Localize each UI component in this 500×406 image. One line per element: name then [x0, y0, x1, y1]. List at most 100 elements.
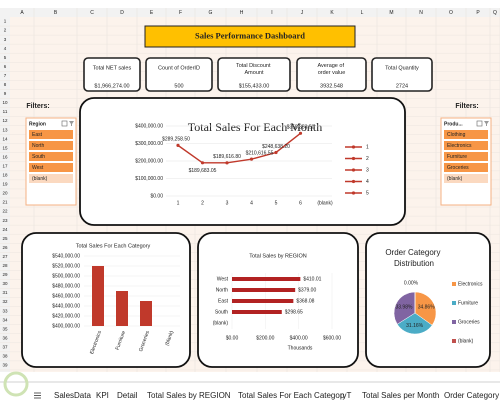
y-tick-label: $540,000.00	[52, 253, 80, 259]
legend-label: 2	[366, 156, 369, 162]
chart-title: Total Sales For Each Category	[76, 243, 151, 249]
row-header: 3	[4, 37, 7, 42]
sheet-tab[interactable]: Total Sales by REGION	[147, 391, 231, 400]
x-tick-label: 5	[275, 200, 278, 206]
x-tick-label: 3	[226, 200, 229, 206]
pie-slice	[393, 291, 416, 325]
slicer-item[interactable]	[444, 174, 488, 183]
data-label: 33.98%	[395, 304, 413, 310]
slicer-clear-icon[interactable]	[69, 121, 74, 126]
legend-label: (blank)	[458, 338, 474, 344]
logo	[3, 371, 29, 397]
slicer-item[interactable]	[444, 163, 488, 172]
column-header: I	[271, 10, 272, 16]
y-tick-label: East	[218, 298, 229, 304]
y-tick-label: $440,000.00	[52, 303, 80, 309]
sheet-tab[interactable]: Detail	[117, 391, 138, 400]
sheet-tab[interactable]: Total Sales per Month	[362, 391, 439, 400]
data-point	[274, 150, 278, 155]
column-header: D	[120, 10, 124, 16]
x-tick-label: (blank)	[317, 200, 333, 206]
slicer-item-label: Groceries	[447, 165, 469, 171]
data-point	[200, 161, 205, 165]
data-point	[176, 143, 180, 147]
sheet-tab[interactable]: Total Sales For Each Category	[238, 391, 347, 400]
chart-panel	[79, 97, 406, 226]
slicer-item-label: Furniture	[447, 154, 467, 160]
data-label: $289,258.50	[162, 137, 190, 143]
row-header: 14	[2, 136, 8, 141]
slicer-item-label: West	[32, 165, 44, 171]
column-header: L	[361, 10, 364, 16]
row-header: 34	[2, 317, 8, 322]
row-header: 13	[2, 127, 8, 132]
data-point	[298, 131, 303, 135]
kpi-card	[296, 57, 367, 92]
slicer-multiselect-icon[interactable]	[476, 120, 483, 127]
y-tick-label: South	[215, 309, 228, 315]
sheet-tab[interactable]: Order Category	[444, 391, 499, 400]
data-label: $189,683.05	[189, 168, 217, 174]
slicer-item[interactable]	[29, 141, 73, 150]
data-label: $379.00	[298, 287, 316, 293]
sheet-tab[interactable]: KPI	[96, 391, 109, 400]
x-tick-label: $200.00	[256, 335, 274, 341]
bar	[140, 301, 152, 326]
row-header: 8	[4, 82, 7, 87]
row-header: 35	[2, 326, 8, 331]
y-tick-label: $400,000.00	[135, 123, 163, 129]
y-tick-label: $300,000.00	[135, 141, 163, 147]
legend-label: Electronics	[458, 281, 483, 287]
column-header: C	[90, 10, 94, 16]
row-header: 21	[2, 200, 8, 205]
slicer-item[interactable]	[29, 152, 73, 161]
slicer-item[interactable]	[444, 141, 488, 150]
slicer-item[interactable]	[29, 174, 73, 183]
slicer-multiselect-icon[interactable]	[61, 120, 68, 127]
slicer-item[interactable]	[29, 163, 73, 172]
row-header: 37	[2, 344, 8, 349]
bar	[92, 266, 104, 326]
x-tick-label: 6	[299, 200, 302, 206]
slicer-clear-icon[interactable]	[484, 121, 489, 126]
row-header-bar	[0, 17, 10, 372]
row-header: 6	[4, 64, 7, 69]
kpi-card	[217, 57, 291, 92]
legend-label: Furniture	[458, 300, 478, 306]
row-header: 27	[2, 254, 8, 259]
x-tick-label: $400.00	[290, 335, 308, 341]
sheet-tab[interactable]: SalesData	[54, 391, 91, 400]
column-header: G	[209, 10, 213, 16]
kpi-label: Total NET sales	[93, 65, 132, 71]
slicer-item[interactable]	[444, 130, 488, 139]
chart-title: Total Sales by REGION	[249, 253, 306, 259]
row-header: 10	[2, 100, 8, 105]
legend-label: 4	[366, 179, 369, 185]
row-header: 18	[2, 173, 8, 178]
kpi-value: $155,433.00	[239, 83, 270, 89]
y-tick-label: $400,000.00	[52, 323, 80, 329]
line-series	[177, 132, 301, 164]
x-axis-label: Thousands	[288, 345, 313, 351]
data-label: 31.16%	[406, 323, 424, 329]
legend-swatch	[452, 339, 456, 343]
kpi-value: $1,966,274.00	[94, 83, 129, 89]
chart-panel	[21, 232, 191, 368]
sheet-tab[interactable]: p T	[340, 391, 352, 400]
slicer-item[interactable]	[29, 130, 73, 139]
legend-swatch	[452, 282, 456, 286]
slicer-item[interactable]	[444, 152, 488, 161]
column-header: P	[476, 10, 480, 16]
column-header: K	[330, 10, 334, 16]
legend-swatch	[452, 301, 456, 305]
column-header: O	[449, 10, 453, 16]
y-tick-label: North	[216, 287, 228, 293]
data-label: $410.01	[303, 276, 321, 282]
legend-marker	[351, 145, 356, 149]
data-label: $210,616.55	[246, 150, 274, 156]
row-header: 33	[2, 308, 8, 313]
legend-marker	[351, 191, 356, 195]
data-label: 0.00%	[404, 280, 419, 286]
slicer-item-label: North	[32, 143, 44, 149]
